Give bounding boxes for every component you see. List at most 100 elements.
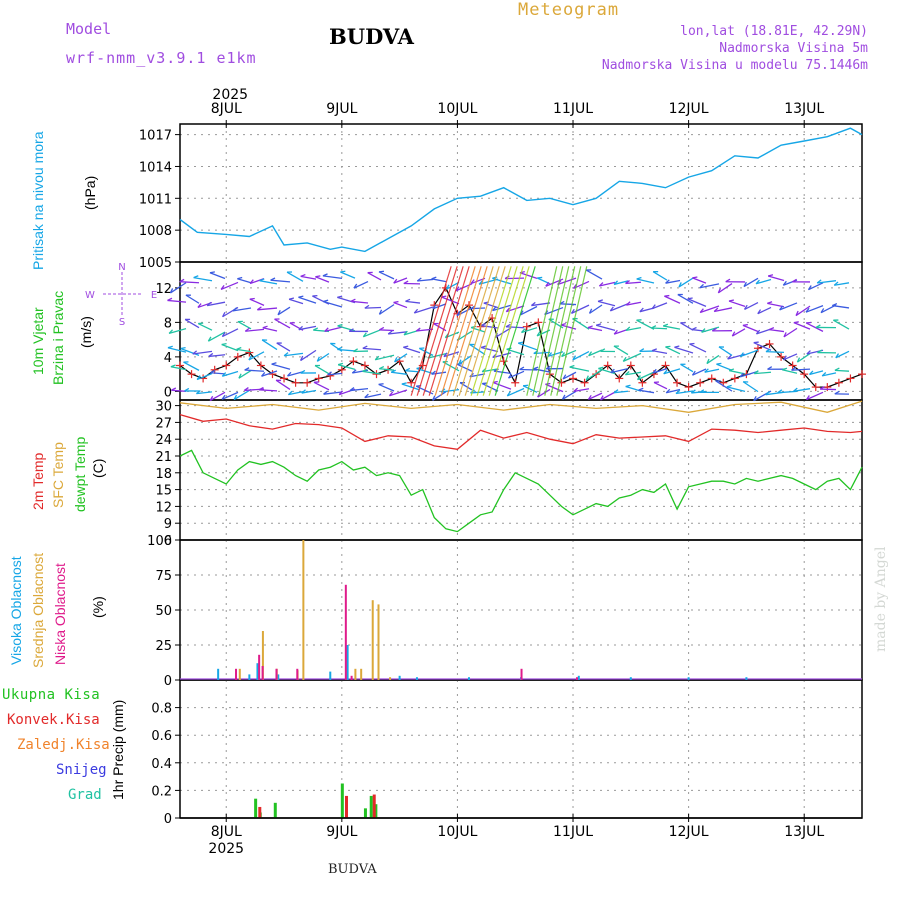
wind-direction-arrow	[337, 346, 356, 352]
compass-letter: N	[118, 262, 125, 273]
wind-speed-marker	[788, 361, 797, 370]
cloud-mid-bar	[302, 540, 305, 680]
wind-direction-arrow	[545, 365, 564, 370]
wind-direction-arrow	[689, 342, 707, 353]
wind-direction-arrow	[598, 281, 616, 287]
cloud-mid-bar	[371, 600, 374, 680]
wind-direction-arrow	[588, 349, 603, 357]
wind-direction-arrow	[665, 345, 681, 355]
wind-direction-arrow	[767, 301, 785, 308]
strong-wind-arrow	[494, 266, 536, 396]
y-tick-label: 1017	[139, 129, 172, 144]
wind-direction-arrow	[170, 364, 187, 371]
strong-wind-arrow	[544, 266, 576, 396]
cloud-high-bar	[398, 675, 401, 680]
wind-direction-arrow	[833, 319, 850, 330]
wind-direction-arrow	[613, 280, 629, 286]
strong-wind-arrow	[458, 266, 500, 396]
y-tick-label: 1008	[139, 224, 172, 239]
precip-conv-bar	[372, 794, 376, 818]
wind-direction-arrow	[323, 299, 343, 308]
wind-direction-arrow	[184, 387, 200, 392]
wind-direction-arrow	[639, 307, 655, 313]
wind-direction-arrow	[387, 330, 408, 335]
wind-speed-marker	[360, 361, 369, 370]
model-elevation-label: Nadmorska Visina u modelu 75.1446m	[601, 58, 868, 73]
wind-direction-arrow	[167, 345, 187, 353]
wind-direction-arrow	[815, 324, 837, 329]
wind-direction-arrow	[625, 301, 642, 306]
cloud-mid-bar	[377, 604, 380, 680]
wind-direction-arrow	[834, 367, 850, 372]
wind-direction-arrow	[663, 368, 681, 375]
wind-direction-arrow	[431, 276, 447, 283]
wind-direction-arrow	[716, 362, 733, 372]
model-name: wrf-nmm_v3.9.1 e1km	[66, 49, 257, 67]
wind-direction-arrow	[678, 277, 694, 288]
wind-direction-arrow	[393, 277, 408, 284]
strong-wind-arrow	[440, 266, 482, 396]
wind-direction-arrow	[805, 304, 824, 313]
wind-direction-arrow	[168, 328, 187, 335]
wind-direction-arrow	[443, 351, 460, 358]
wind-direction-arrow	[432, 391, 447, 401]
cloud-mid-bar	[261, 631, 264, 680]
wind-direction-arrow	[277, 306, 291, 316]
compass-icon: N W E S	[85, 262, 157, 328]
wind-direction-arrow	[390, 369, 408, 375]
wind-direction-arrow	[378, 383, 395, 392]
y-tick-label: 15	[155, 484, 172, 499]
wind-direction-arrow	[573, 387, 590, 393]
wind-direction-arrow	[367, 271, 382, 281]
wind-direction-arrow	[348, 328, 369, 333]
wind-speed-marker	[858, 370, 866, 379]
wind-direction-arrow	[596, 323, 616, 331]
wind-direction-arrow	[327, 371, 343, 376]
wind-direction-arrow	[795, 305, 811, 317]
wind-direction-arrow	[256, 306, 278, 311]
pressure-line	[179, 127, 863, 253]
wind-direction-arrow	[195, 390, 213, 395]
cloud-high-bar	[329, 671, 332, 680]
wind-speed-marker	[626, 361, 635, 370]
wind-direction-arrow	[403, 345, 421, 354]
precip-conv-bar	[344, 795, 348, 818]
wind-direction-arrow	[287, 390, 304, 396]
wind-direction-arrow	[353, 348, 369, 353]
y-tick-label: 0.4	[151, 757, 172, 772]
wind-direction-arrow	[715, 380, 733, 392]
wind-direction-arrow	[600, 348, 616, 353]
strong-wind-arrow	[488, 266, 530, 396]
wind-direction-arrow	[522, 384, 538, 393]
x-tick-label-bottom: 13JUL	[784, 824, 824, 840]
wind-speed-marker	[511, 378, 520, 387]
wind-direction-arrow	[521, 327, 538, 334]
wind-direction-arrow	[337, 362, 356, 370]
precip-total-bar	[369, 795, 373, 818]
wind-speed-marker	[407, 378, 416, 387]
x-tick-label-bottom: 9JUL	[326, 824, 357, 840]
wind-speed-marker	[337, 365, 346, 374]
precip-total-bar	[254, 798, 258, 818]
strong-wind-arrow	[416, 266, 458, 396]
wind-direction-arrow	[221, 370, 239, 377]
wind-speed-marker	[534, 318, 543, 327]
wind-direction-arrow	[665, 279, 681, 284]
wind-direction-arrow	[587, 392, 603, 401]
wind-direction-arrow	[167, 297, 187, 303]
cloud-low-bar	[576, 677, 579, 680]
wind-direction-arrow	[561, 390, 577, 400]
strong-wind-arrow	[476, 266, 518, 396]
cloud-low-bar	[296, 668, 299, 680]
y-tick-label: 6	[164, 534, 172, 549]
wind-direction-arrow	[210, 369, 226, 375]
wind-direction-arrow	[261, 339, 278, 351]
wind-direction-arrow	[791, 366, 811, 371]
precip-total-bar	[340, 783, 344, 818]
strong-wind-arrow	[526, 266, 558, 396]
cloud-low-bar	[344, 584, 347, 680]
wind-direction-arrow	[781, 367, 798, 374]
cloud-high-bar	[629, 677, 632, 680]
wind-direction-arrow	[835, 350, 850, 359]
wind-direction-arrow	[413, 306, 434, 314]
